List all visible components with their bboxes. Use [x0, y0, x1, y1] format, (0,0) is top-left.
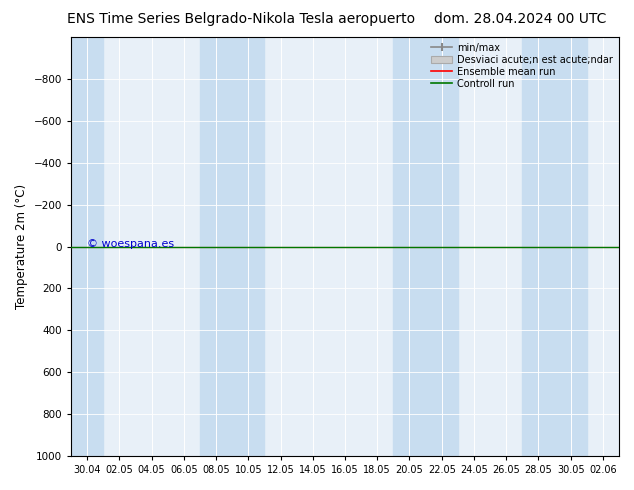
Text: dom. 28.04.2024 00 UTC: dom. 28.04.2024 00 UTC	[434, 12, 606, 26]
Bar	[200, 37, 264, 456]
Legend: min/max, Desviaci acute;n est acute;ndar, Ensemble mean run, Controll run: min/max, Desviaci acute;n est acute;ndar…	[427, 39, 617, 93]
Bar	[522, 37, 586, 456]
Y-axis label: Temperature 2m (°C): Temperature 2m (°C)	[15, 184, 28, 309]
Text: © woespana.es: © woespana.es	[87, 240, 174, 249]
Bar	[393, 37, 458, 456]
Bar	[71, 37, 103, 456]
Text: ENS Time Series Belgrado-Nikola Tesla aeropuerto: ENS Time Series Belgrado-Nikola Tesla ae…	[67, 12, 415, 26]
